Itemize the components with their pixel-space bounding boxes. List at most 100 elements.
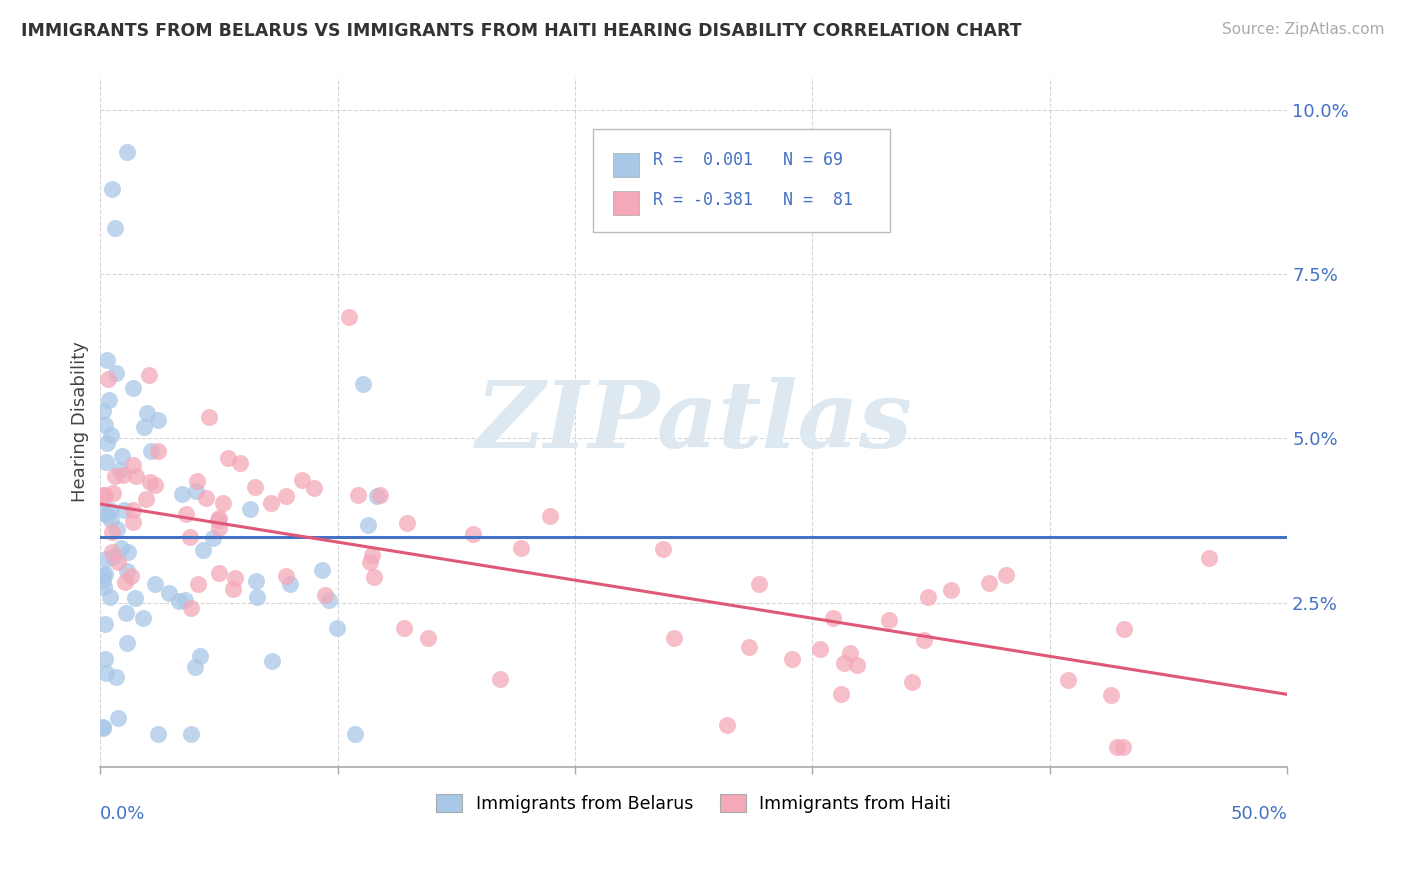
Point: [157, 586, 180, 600]
Point: [148, 444, 170, 458]
Point: [100, 513, 122, 527]
Point: [361, 548, 384, 562]
Point: [122, 503, 145, 517]
Point: [208, 520, 231, 534]
Point: [1105, 739, 1128, 754]
Point: [115, 606, 138, 620]
Point: [101, 182, 124, 196]
Point: [96, 352, 118, 367]
Point: [1114, 622, 1136, 636]
Text: R =  0.001   N = 69: R = 0.001 N = 69: [654, 151, 844, 169]
Point: [344, 727, 367, 741]
Point: [278, 577, 301, 591]
Point: [180, 601, 202, 615]
Point: [830, 688, 852, 702]
Point: [125, 469, 148, 483]
Point: [291, 473, 314, 487]
Point: [901, 674, 924, 689]
Point: [394, 621, 416, 635]
Point: [186, 474, 208, 488]
Point: [121, 516, 143, 530]
Point: [304, 481, 326, 495]
Point: [396, 516, 419, 530]
Point: [94, 552, 117, 566]
Point: [91, 488, 114, 502]
Point: [808, 641, 831, 656]
Point: [314, 588, 336, 602]
Point: [832, 656, 855, 670]
Point: [115, 636, 138, 650]
Point: [101, 486, 124, 500]
Point: [538, 508, 561, 523]
Point: [245, 574, 267, 588]
Point: [416, 632, 439, 646]
Point: [879, 613, 901, 627]
Point: [93, 580, 115, 594]
Point: [488, 672, 510, 686]
Point: [509, 541, 531, 555]
Point: [112, 467, 135, 482]
Point: [146, 413, 169, 427]
Point: [995, 568, 1018, 582]
Point: [104, 670, 127, 684]
Point: [172, 486, 194, 500]
Point: [122, 381, 145, 395]
Point: [208, 511, 231, 525]
Point: [193, 542, 215, 557]
Point: [100, 525, 122, 540]
Point: [179, 530, 201, 544]
Point: [107, 555, 129, 569]
Point: [94, 488, 117, 502]
Point: [169, 594, 191, 608]
Point: [97, 372, 120, 386]
Point: [363, 570, 385, 584]
Point: [139, 475, 162, 489]
Point: [141, 444, 163, 458]
Text: 50.0%: 50.0%: [1230, 805, 1288, 823]
Point: [664, 632, 686, 646]
Point: [224, 571, 246, 585]
Point: [228, 456, 250, 470]
Point: [821, 611, 844, 625]
Point: [96, 508, 118, 522]
Point: [103, 550, 125, 565]
Point: [198, 410, 221, 425]
Point: [357, 517, 380, 532]
Point: [107, 710, 129, 724]
Point: [461, 527, 484, 541]
Point: [98, 503, 121, 517]
Point: [217, 450, 239, 465]
Point: [114, 574, 136, 589]
FancyBboxPatch shape: [593, 129, 890, 233]
Point: [105, 367, 128, 381]
Point: [108, 463, 131, 477]
Point: [105, 522, 128, 536]
Point: [208, 566, 231, 581]
Point: [222, 582, 245, 596]
Point: [259, 496, 281, 510]
Point: [136, 406, 159, 420]
Point: [846, 657, 869, 672]
Point: [212, 496, 235, 510]
Point: [339, 310, 361, 324]
Point: [94, 418, 117, 433]
Text: Source: ZipAtlas.com: Source: ZipAtlas.com: [1222, 22, 1385, 37]
Point: [748, 577, 770, 591]
Point: [326, 621, 349, 635]
Point: [1112, 739, 1135, 754]
Point: [188, 649, 211, 664]
Point: [1099, 688, 1122, 702]
Point: [124, 591, 146, 606]
Point: [94, 567, 117, 582]
Point: [117, 145, 139, 159]
Point: [91, 720, 114, 734]
Point: [115, 564, 138, 578]
Point: [91, 574, 114, 588]
Point: [94, 455, 117, 469]
Point: [979, 576, 1001, 591]
Point: [94, 616, 117, 631]
Point: [117, 545, 139, 559]
FancyBboxPatch shape: [613, 153, 640, 178]
Point: [346, 488, 368, 502]
Point: [91, 568, 114, 582]
